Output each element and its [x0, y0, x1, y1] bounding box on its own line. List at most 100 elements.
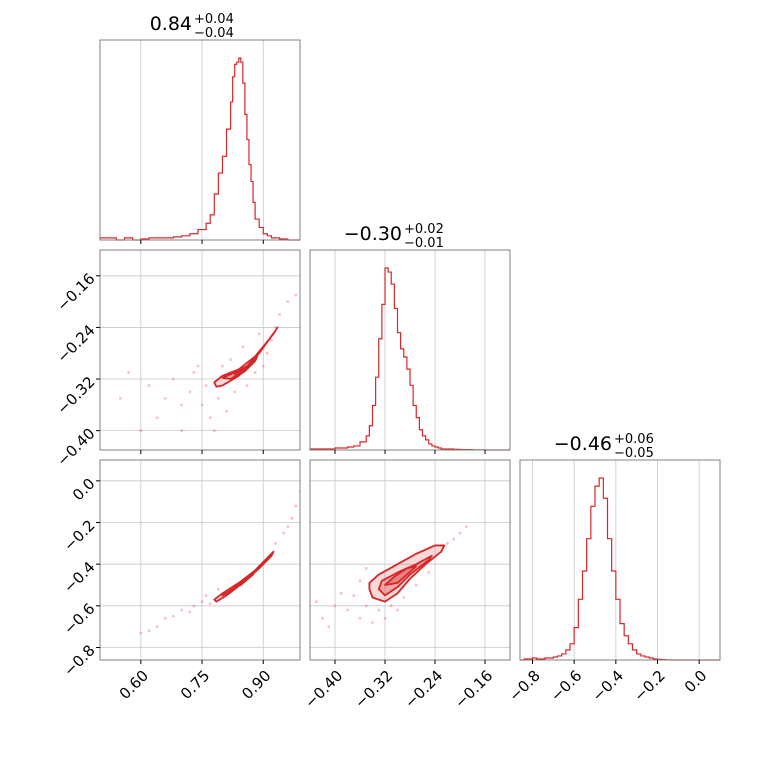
y-tick-label: −0.16: [53, 270, 98, 315]
scatter-point: [464, 525, 468, 529]
scatter-point: [139, 429, 143, 433]
pair-content: [314, 525, 468, 629]
x-tick-label: 0.90: [238, 667, 274, 703]
scatter-point: [371, 621, 374, 624]
scatter-point: [364, 566, 368, 570]
density-contour: [233, 355, 259, 378]
x-tick-label: −0.4: [589, 667, 627, 705]
scatter-point: [233, 390, 237, 394]
scatter-point: [192, 604, 196, 608]
y-tick-label: −0.40: [53, 424, 98, 469]
scatter-point: [290, 516, 294, 520]
pair-panel-2-0: [96, 459, 301, 664]
scatter-point: [402, 596, 406, 599]
scatter-point: [139, 631, 143, 635]
density-contour: [213, 326, 279, 388]
scatter-point: [155, 625, 159, 629]
panel-frame: [99, 459, 301, 661]
x-tick-label: −0.24: [401, 667, 446, 712]
scatter-point: [286, 525, 290, 529]
x-tick-label: 0.0: [681, 667, 711, 697]
scatter-point: [452, 537, 456, 541]
scatter-point: [253, 371, 257, 374]
panel-title-upper-error: +0.02: [404, 222, 444, 237]
y-tick-label: −0.32: [53, 373, 98, 418]
density-contour: [213, 550, 275, 603]
scatter-point: [265, 351, 269, 355]
scatter-point: [282, 531, 286, 535]
panel-title-lower-error: −0.04: [194, 26, 234, 41]
scatter-point: [163, 396, 167, 400]
panel-frame: [519, 459, 721, 661]
scatter-point: [172, 377, 175, 381]
scatter-point: [229, 358, 233, 362]
scatter-point: [216, 396, 220, 400]
scatter-point: [377, 608, 381, 612]
scatter-point: [274, 541, 277, 545]
panel-title: 0.84: [150, 13, 192, 35]
y-tick-label: −0.4: [60, 558, 98, 596]
scatter-point: [427, 571, 431, 574]
scatter-point: [221, 364, 224, 368]
scatter-point: [294, 504, 298, 508]
panel-title: −0.30: [344, 223, 402, 245]
scatter-point: [180, 403, 184, 407]
y-tick-label: −0.24: [53, 321, 98, 366]
panel-title-lower-error: −0.01: [404, 236, 444, 251]
histogram-line: [309, 267, 510, 451]
scatter-point: [180, 429, 184, 433]
scatter-point: [278, 313, 281, 316]
panel-title-upper-error: +0.06: [614, 432, 654, 447]
hist-panel-2: −0.30 +0.02−0.01: [309, 222, 511, 454]
scatter-point: [286, 300, 290, 304]
scatter-point: [270, 338, 273, 342]
x-tick-label: −0.32: [351, 667, 396, 712]
panel-frame: [309, 459, 511, 661]
scatter-point: [396, 608, 399, 612]
panel-frame: [309, 249, 511, 451]
x-tick-label: −0.40: [301, 667, 346, 712]
density-contour: [233, 569, 257, 588]
scatter-point: [414, 583, 418, 587]
scatter-point: [389, 604, 393, 608]
scatter-point: [147, 384, 151, 387]
pair-content: [139, 489, 300, 635]
scatter-point: [225, 409, 228, 413]
panel-frame: [99, 249, 301, 451]
panel-title: −0.46: [554, 433, 612, 455]
histogram-line: [99, 57, 300, 241]
panel-title-lower-error: −0.05: [614, 446, 654, 461]
histogram-line: [520, 477, 720, 661]
scatter-point: [212, 429, 216, 433]
pair-content: [119, 293, 298, 433]
density-contour: [384, 565, 418, 586]
scatter-point: [358, 579, 362, 583]
scatter-point: [458, 531, 462, 535]
x-tick-label: −0.8: [505, 667, 543, 705]
scatter-point: [180, 608, 184, 612]
x-tick-label: −0.2: [630, 667, 668, 705]
scatter-point: [321, 616, 324, 620]
scatter-point: [346, 608, 349, 612]
scatter-point: [204, 594, 208, 597]
x-tick-label: 0.60: [116, 667, 152, 703]
scatter-point: [172, 614, 175, 618]
pair-panel-2-1: [309, 459, 511, 664]
scatter-point: [163, 616, 167, 620]
scatter-point: [147, 629, 151, 633]
scatter-point: [294, 293, 298, 297]
scatter-point: [358, 616, 362, 620]
scatter-point: [200, 600, 204, 604]
scatter-point: [155, 416, 159, 420]
x-tick-label: −0.6: [547, 667, 585, 705]
scatter-point: [245, 384, 249, 387]
scatter-point: [119, 396, 122, 400]
scatter-point: [196, 364, 200, 368]
scatter-point: [327, 625, 331, 629]
scatter-point: [333, 604, 337, 608]
scatter-point: [261, 364, 265, 368]
scatter-point: [257, 332, 261, 336]
scatter-point: [352, 594, 356, 597]
